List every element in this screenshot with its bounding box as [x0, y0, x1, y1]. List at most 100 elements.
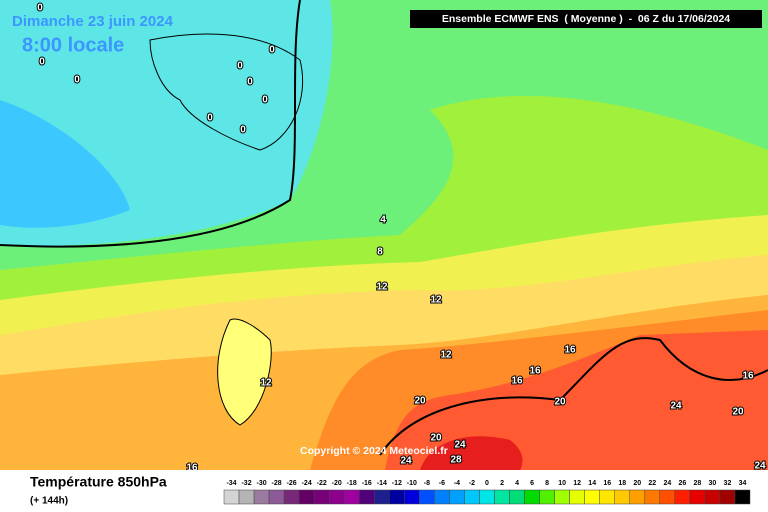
contour-label: 0 [247, 77, 253, 88]
scale-label: 18 [618, 480, 626, 487]
scale-swatch [629, 489, 646, 505]
scale-swatch [599, 489, 615, 505]
band [420, 436, 523, 470]
scale-swatch [374, 489, 390, 505]
model-box [410, 10, 762, 28]
scale-label: 24 [663, 480, 671, 487]
contour-label: 16 [564, 345, 576, 356]
scale-swatch [734, 489, 751, 505]
time: 8:00 locale [22, 34, 124, 56]
scale-swatch [689, 489, 706, 505]
contour-label: 28 [450, 455, 462, 466]
contour-label: 20 [430, 433, 442, 444]
scale-swatch [719, 489, 736, 505]
band [385, 330, 768, 470]
contour-label: 12 [430, 295, 442, 306]
contour-label: 0 [74, 75, 80, 86]
scale-label: 2 [500, 480, 504, 487]
isotherm-0 [0, 0, 301, 248]
scale-swatch [268, 489, 285, 505]
scale-label: -18 [347, 480, 357, 487]
scale-label: -34 [226, 480, 236, 487]
scale-swatch [494, 489, 510, 505]
scale-label: 28 [694, 480, 702, 487]
scale-swatch [479, 489, 495, 505]
scale-swatch [509, 489, 525, 505]
scale-label: -32 [241, 480, 251, 487]
color-scale: -34 -32 -30 -28 -26 -24 -22 -20 -18 -16 -14 -12 -10-… [223, 480, 751, 505]
scale-swatch [253, 489, 270, 505]
scale-label: -30 [257, 480, 267, 487]
map: Ensemble ECMWF ENS ( Moyenne ) - 06 Z du… [0, 0, 768, 475]
contour-label: 16 [529, 366, 541, 377]
scale-swatch [554, 489, 570, 505]
isotherm-20 [379, 337, 768, 456]
scale-swatch [659, 489, 676, 505]
scale-label: 14 [588, 480, 596, 487]
contour-label: 4 [380, 215, 386, 226]
scale-label: 30 [709, 480, 717, 487]
contour-label: 24 [454, 440, 466, 451]
contour-label: 24 [754, 461, 766, 472]
scale-label: 26 [678, 480, 686, 487]
scale-swatch [539, 489, 555, 505]
contour-label: 16 [742, 371, 754, 382]
scale-label: -12 [392, 480, 402, 487]
scale-label: 22 [648, 480, 656, 487]
contour-label: 12 [260, 378, 272, 389]
scale-label: 8 [545, 480, 549, 487]
copyright: Copyright © 2024 Meteociel.fr [300, 445, 448, 457]
scale-swatch [359, 489, 375, 505]
scale-swatch [584, 489, 600, 505]
contour-label: 0 [37, 3, 43, 14]
scale-swatch [644, 489, 661, 505]
contour-label: 0 [237, 61, 243, 72]
scale-swatch [238, 489, 255, 505]
scale-swatch [434, 489, 450, 505]
scale-swatch [419, 489, 435, 505]
scale-label: 32 [724, 480, 732, 487]
contour-label: 0 [39, 57, 45, 68]
scale-label: -6 [439, 480, 445, 487]
date: Dimanche 23 juin 2024 [12, 13, 174, 30]
scale-swatch [464, 489, 480, 505]
contour-label: 0 [262, 95, 268, 106]
cold-core [0, 100, 130, 228]
scale-swatch [313, 489, 330, 505]
contour-label: 20 [732, 407, 744, 418]
scale-swatch [404, 489, 420, 505]
scale-label: 12 [573, 480, 581, 487]
contour-label: 16 [511, 376, 523, 387]
contour-label: 0 [269, 45, 275, 56]
scale-label: -10 [407, 480, 417, 487]
scale-label: 16 [603, 480, 611, 487]
scale-swatch [298, 489, 315, 505]
scale-label: -22 [317, 480, 327, 487]
scale-swatch [389, 489, 405, 505]
contour-label: 24 [670, 401, 682, 412]
contour-label: 24 [400, 456, 412, 467]
scale-label: -2 [469, 480, 475, 487]
contour-label: 0 [240, 125, 246, 136]
scale-label: -24 [302, 480, 312, 487]
scale-label: 34 [739, 480, 747, 487]
scale-swatch [614, 489, 631, 505]
scale-label: 0 [485, 480, 489, 487]
scale-label: -28 [272, 480, 282, 487]
contour-label: 8 [377, 247, 383, 258]
contour-label: 0 [207, 113, 213, 124]
land-island [217, 318, 272, 426]
scale-label: -8 [424, 480, 430, 487]
scale-label: 4 [515, 480, 519, 487]
scale-swatch [283, 489, 300, 505]
scale-label: -26 [287, 480, 297, 487]
scale-label: 10 [558, 480, 566, 487]
scale-label: -14 [377, 480, 387, 487]
scale-swatch [524, 489, 540, 505]
scale-label: -16 [362, 480, 372, 487]
scale-swatch [449, 489, 465, 505]
scale-swatch [704, 489, 721, 505]
contour-label: 20 [554, 397, 566, 408]
scale-label: -20 [332, 480, 342, 487]
